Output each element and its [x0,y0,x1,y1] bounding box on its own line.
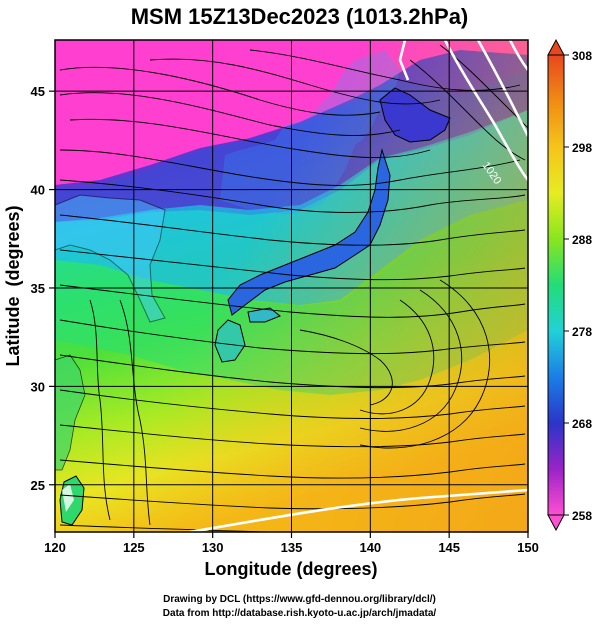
y-tick-label: 25 [31,478,45,493]
y-axis-ticks: 25 30 35 40 45 [31,84,55,493]
colorbar-tick-label: 298 [572,141,592,155]
wind-streamlines [59,44,528,532]
y-tick-label: 30 [31,379,45,394]
x-tick-label: 140 [359,540,381,555]
x-tick-label: 120 [44,540,66,555]
y-tick-label: 40 [31,183,45,198]
x-tick-label: 150 [517,540,539,555]
colorbar: 308 298 288 278 268 258 [547,38,592,532]
colorbar-scale [547,54,565,516]
colorbar-tick-label: 308 [572,49,592,63]
graticule [55,40,528,532]
x-tick-label: 135 [281,540,303,555]
colorbar-min-arrow [547,514,565,532]
y-tick-label: 45 [31,84,45,99]
map-title: MSM 15Z13Dec2023 (1013.2hPa) [130,4,469,29]
credit-data: Data from http://database.rish.kyoto-u.a… [162,608,437,619]
isobar-contours [189,40,528,532]
y-axis-label: Latitude (degrees) [3,205,23,366]
colorbar-tick-label: 268 [572,417,592,431]
credit-drawing: Drawing by DCL (https://www.gfd-dennou.o… [163,594,436,605]
y-tick-label: 35 [31,281,45,296]
colorbar-tick-label: 278 [572,325,592,339]
x-tick-label: 125 [123,540,145,555]
x-axis-ticks: 120 125 130 135 140 145 150 [44,532,539,555]
colorbar-max-arrow [547,38,565,56]
x-axis-label: Longitude (degrees) [204,559,377,579]
x-tick-label: 130 [202,540,224,555]
x-tick-label: 145 [438,540,460,555]
colorbar-tick-label: 258 [572,509,592,523]
colorbar-tick-label: 288 [572,233,592,247]
